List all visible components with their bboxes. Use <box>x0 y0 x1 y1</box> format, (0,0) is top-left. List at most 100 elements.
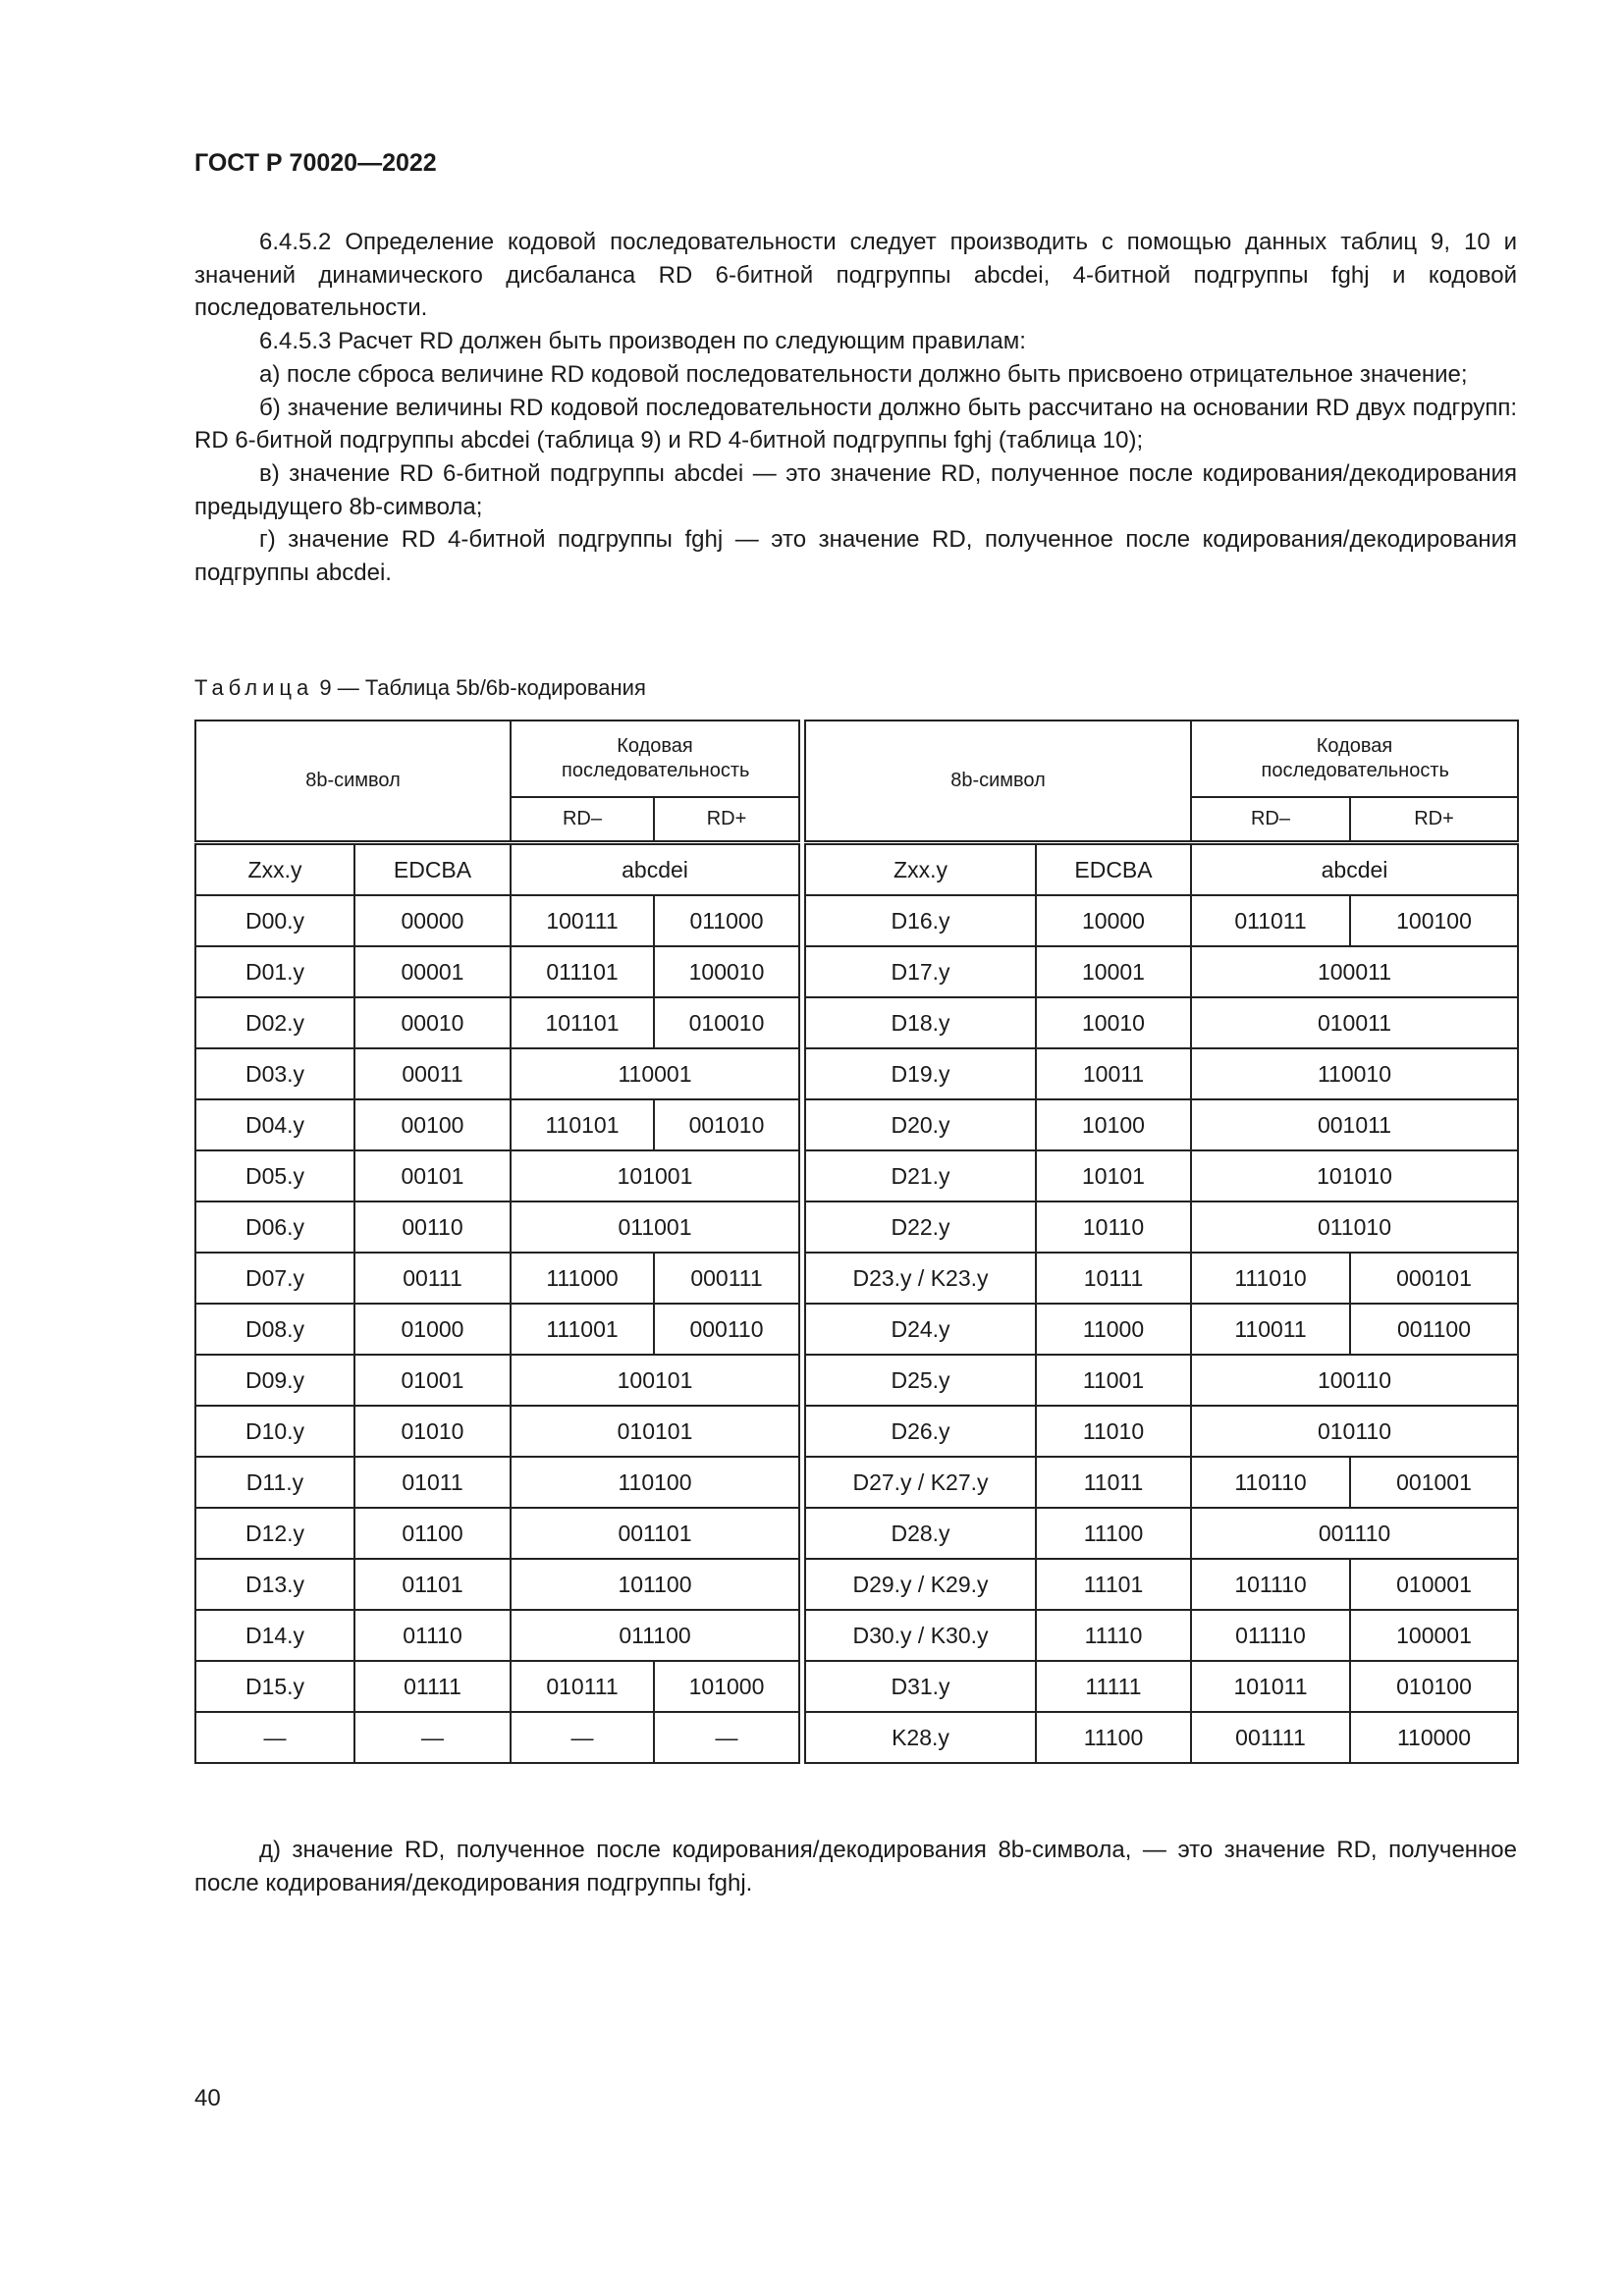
table-divider <box>798 1457 806 1508</box>
symbol-cell: D12.y <box>194 1507 355 1560</box>
symbol-cell: D11.y <box>194 1456 355 1509</box>
table-divider <box>798 721 806 895</box>
paragraph: а) после сброса величине RD кодовой посл… <box>259 360 1468 388</box>
table-row: D12.y 01100 001101 D28.y 11100 001110 <box>194 1507 1519 1560</box>
table-divider <box>798 1304 806 1355</box>
caption-label: Таблица <box>194 675 314 700</box>
symbol-cell: D18.y <box>804 996 1037 1049</box>
symbol-cell: — <box>194 1711 355 1764</box>
edcba-cell: 00010 <box>353 996 512 1049</box>
table-divider <box>798 1048 806 1099</box>
rd-plus-cell: — <box>653 1711 800 1764</box>
edcba-cell: 10101 <box>1035 1149 1192 1202</box>
table-row: D03.y 00011 110001 D19.y 10011 110010 <box>194 1047 1519 1100</box>
page-number: 40 <box>194 2085 221 2111</box>
table-divider <box>798 1355 806 1406</box>
table-divider <box>798 946 806 997</box>
header-edcba: EDCBA <box>1035 840 1192 896</box>
edcba-cell: 00110 <box>353 1201 512 1254</box>
table-row: D11.y 01011 110100 D27.y / K27.y 11011 110110… <box>194 1456 1519 1509</box>
rd-plus-cell: 010010 <box>653 996 800 1049</box>
edcba-cell: 11011 <box>1035 1456 1192 1509</box>
edcba-cell: 00100 <box>353 1098 512 1151</box>
rd-minus-cell: 110110 <box>1190 1456 1351 1509</box>
table-row: D02.y 00010 101101 010010 D18.y 10010 010011 <box>194 996 1519 1049</box>
edcba-cell: 00111 <box>353 1252 512 1305</box>
table-row: D05.y 00101 101001 D21.y 10101 101010 <box>194 1149 1519 1202</box>
header-8b-symbol: 8b-символ <box>804 720 1192 844</box>
table-row: D07.y 00111 111000 000111 D23.y / K23.y 10111… <box>194 1252 1519 1305</box>
rd-minus-cell: 101011 <box>1190 1660 1351 1713</box>
rd-minus-cell: 111000 <box>510 1252 655 1305</box>
table-row: D00.y 00000 100111 011000 D16.y 10000 011011 10… <box>194 894 1519 947</box>
table-divider <box>798 997 806 1048</box>
rd-plus-cell: 010100 <box>1349 1660 1519 1713</box>
table-row: D10.y 01010 010101 D26.y 11010 010110 <box>194 1405 1519 1458</box>
edcba-cell: — <box>353 1711 512 1764</box>
code-cell: 001110 <box>1190 1507 1519 1560</box>
edcba-cell: 11100 <box>1035 1711 1192 1764</box>
rd-plus-cell: 100010 <box>653 945 800 998</box>
table-divider <box>798 1406 806 1457</box>
edcba-cell: 11010 <box>1035 1405 1192 1458</box>
symbol-cell: D08.y <box>194 1303 355 1356</box>
symbol-cell: D15.y <box>194 1660 355 1713</box>
paragraph: 6.4.5.3 Расчет RD должен быть производен… <box>259 328 1026 355</box>
edcba-cell: 01110 <box>353 1609 512 1662</box>
table-divider <box>798 1150 806 1201</box>
header-code-sequence: Кодовая последовательность <box>510 720 800 798</box>
symbol-cell: D27.y / K27.y <box>804 1456 1037 1509</box>
table-row: D04.y 00100 110101 001010 D20.y 10100 001011 <box>194 1098 1519 1151</box>
header-zxx: Zxx.y <box>194 840 355 896</box>
code-cell: 011010 <box>1190 1201 1519 1254</box>
edcba-cell: 10111 <box>1035 1252 1192 1305</box>
symbol-cell: D28.y <box>804 1507 1037 1560</box>
rd-minus-cell: 110101 <box>510 1098 655 1151</box>
code-cell: 001011 <box>1190 1098 1519 1151</box>
header-abcdei: abcdei <box>510 840 800 896</box>
edcba-cell: 01010 <box>353 1405 512 1458</box>
edcba-cell: 00101 <box>353 1149 512 1202</box>
table-row: D14.y 01110 011100 D30.y / K30.y 11110 011110… <box>194 1609 1519 1662</box>
rd-minus-cell: 101110 <box>1190 1558 1351 1611</box>
coding-table: 8b-символ Кодовая последовательность 8b-… <box>194 720 1519 1764</box>
document-header: ГОСТ Р 70020—2022 <box>194 149 437 177</box>
symbol-cell: D14.y <box>194 1609 355 1662</box>
code-cell: 010101 <box>510 1405 800 1458</box>
edcba-cell: 10000 <box>1035 894 1192 947</box>
edcba-cell: 11100 <box>1035 1507 1192 1560</box>
code-cell: 001101 <box>510 1507 800 1560</box>
symbol-cell: D06.y <box>194 1201 355 1254</box>
rd-minus-cell: 111010 <box>1190 1252 1351 1305</box>
table-row: D13.y 01101 101100 D29.y / K29.y 11101 101110… <box>194 1558 1519 1611</box>
edcba-cell: 10100 <box>1035 1098 1192 1151</box>
rd-minus-cell: 011101 <box>510 945 655 998</box>
rd-plus-cell: 000111 <box>653 1252 800 1305</box>
header-zxx: Zxx.y <box>804 840 1037 896</box>
rd-plus-cell: 001100 <box>1349 1303 1519 1356</box>
rd-plus-cell: 101000 <box>653 1660 800 1713</box>
symbol-cell: K28.y <box>804 1711 1037 1764</box>
header-rd-plus: RD+ <box>653 796 800 844</box>
header-8b-symbol: 8b-символ <box>194 720 512 844</box>
symbol-cell: D21.y <box>804 1149 1037 1202</box>
edcba-cell: 01011 <box>353 1456 512 1509</box>
rd-minus-cell: 011110 <box>1190 1609 1351 1662</box>
paragraph: б) значение величины RD кодовой последов… <box>194 394 1517 454</box>
symbol-cell: D10.y <box>194 1405 355 1458</box>
code-cell: 100101 <box>510 1354 800 1407</box>
symbol-cell: D00.y <box>194 894 355 947</box>
symbol-cell: D19.y <box>804 1047 1037 1100</box>
symbol-cell: D22.y <box>804 1201 1037 1254</box>
symbol-cell: D13.y <box>194 1558 355 1611</box>
edcba-cell: 11101 <box>1035 1558 1192 1611</box>
edcba-cell: 11000 <box>1035 1303 1192 1356</box>
header-abcdei: abcdei <box>1190 840 1519 896</box>
rd-plus-cell: 001010 <box>653 1098 800 1151</box>
symbol-cell: D24.y <box>804 1303 1037 1356</box>
symbol-cell: D20.y <box>804 1098 1037 1151</box>
code-cell: 011100 <box>510 1609 800 1662</box>
rd-minus-cell: 001111 <box>1190 1711 1351 1764</box>
table-divider <box>798 1610 806 1661</box>
code-cell: 110010 <box>1190 1047 1519 1100</box>
